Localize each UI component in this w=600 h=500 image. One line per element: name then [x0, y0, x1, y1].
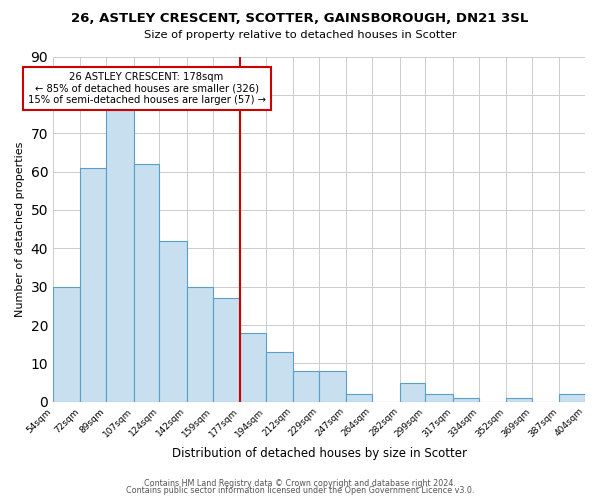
Bar: [134, 164, 160, 402]
Bar: [187, 286, 212, 402]
Bar: [293, 371, 319, 402]
Bar: [346, 394, 372, 402]
Bar: [319, 371, 346, 402]
Bar: [266, 352, 293, 402]
Text: Size of property relative to detached houses in Scotter: Size of property relative to detached ho…: [143, 30, 457, 40]
X-axis label: Distribution of detached houses by size in Scotter: Distribution of detached houses by size …: [172, 447, 467, 460]
Bar: [559, 394, 585, 402]
Y-axis label: Number of detached properties: Number of detached properties: [15, 142, 25, 317]
Bar: [453, 398, 479, 402]
Text: 26 ASTLEY CRESCENT: 178sqm
← 85% of detached houses are smaller (326)
15% of sem: 26 ASTLEY CRESCENT: 178sqm ← 85% of deta…: [28, 72, 266, 105]
Bar: [160, 240, 187, 402]
Text: Contains public sector information licensed under the Open Government Licence v3: Contains public sector information licen…: [126, 486, 474, 495]
Bar: [400, 382, 425, 402]
Text: 26, ASTLEY CRESCENT, SCOTTER, GAINSBOROUGH, DN21 3SL: 26, ASTLEY CRESCENT, SCOTTER, GAINSBOROU…: [71, 12, 529, 26]
Bar: [425, 394, 453, 402]
Bar: [240, 332, 266, 402]
Text: Contains HM Land Registry data © Crown copyright and database right 2024.: Contains HM Land Registry data © Crown c…: [144, 478, 456, 488]
Bar: [53, 286, 80, 402]
Bar: [106, 110, 134, 402]
Bar: [212, 298, 240, 402]
Bar: [506, 398, 532, 402]
Bar: [80, 168, 106, 402]
